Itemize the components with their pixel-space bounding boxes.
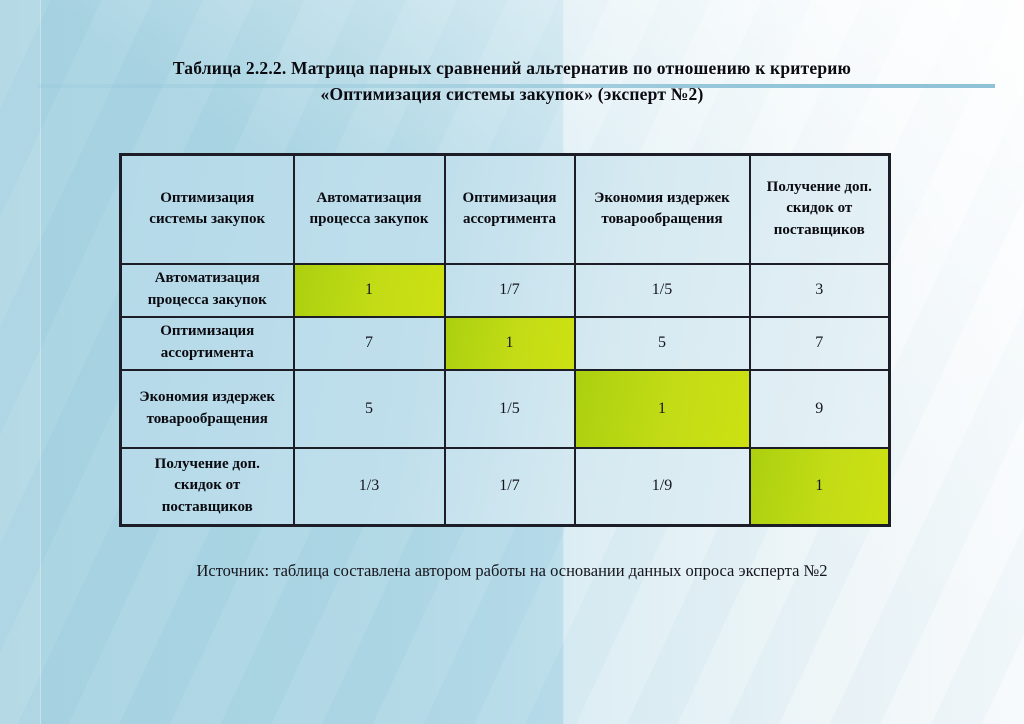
- corner-header-cell: Оптимизация системы закупок: [119, 153, 295, 265]
- matrix-cell: 1/3: [292, 446, 446, 527]
- table-row: Автоматизация процесса закупок 1 1/7 1/5…: [119, 262, 891, 318]
- row-header: Оптимизация ассортимента: [119, 315, 295, 371]
- row-header: Экономия издержек товарообращения: [119, 368, 295, 449]
- matrix-cell: 1/7: [443, 262, 576, 318]
- row-header: Автоматизация процесса закупок: [119, 262, 295, 318]
- pairwise-comparison-table: Оптимизация системы закупок Автоматизаци…: [119, 153, 891, 527]
- matrix-cell: 1/5: [443, 368, 576, 449]
- matrix-cell: 1/5: [573, 262, 751, 318]
- matrix-cell-diagonal: 1: [292, 262, 446, 318]
- table-row: Экономия издержек товарообращения 5 1/5 …: [119, 368, 891, 449]
- column-header: Экономия издержек товарообращения: [573, 153, 751, 265]
- left-edge-strip: [0, 0, 41, 724]
- matrix-cell-diagonal: 1: [748, 446, 891, 527]
- matrix-cell: 5: [292, 368, 446, 449]
- table-row: Оптимизация ассортимента 7 1 5 7: [119, 315, 891, 371]
- source-note: Источник: таблица составлена автором раб…: [196, 561, 828, 580]
- column-header: Автоматизация процесса закупок: [292, 153, 446, 265]
- row-header: Получение доп. скидок от поставщиков: [119, 446, 295, 527]
- matrix-cell-diagonal: 1: [573, 368, 751, 449]
- matrix-cell: 9: [748, 368, 891, 449]
- horizontal-accent-line: [38, 84, 995, 88]
- slide-title: Таблица 2.2.2. Матрица парных сравнений …: [0, 55, 1024, 107]
- matrix-cell: 7: [748, 315, 891, 371]
- table-row: Получение доп. скидок от поставщиков 1/3…: [119, 446, 891, 527]
- matrix-cell: 1/9: [573, 446, 751, 527]
- matrix-cell: 7: [292, 315, 446, 371]
- slide-title-line1: Таблица 2.2.2. Матрица парных сравнений …: [172, 58, 852, 78]
- column-header: Оптимизация ассортимента: [443, 153, 576, 265]
- table-header-row: Оптимизация системы закупок Автоматизаци…: [119, 153, 891, 265]
- matrix-cell: 5: [573, 315, 751, 371]
- matrix-cell-diagonal: 1: [443, 315, 576, 371]
- slide-title-line2: «Оптимизация системы закупок» (эксперт №…: [320, 84, 704, 104]
- matrix-cell: 1/7: [443, 446, 576, 527]
- matrix-cell: 3: [748, 262, 891, 318]
- column-header: Получение доп. скидок от поставщиков: [748, 153, 891, 265]
